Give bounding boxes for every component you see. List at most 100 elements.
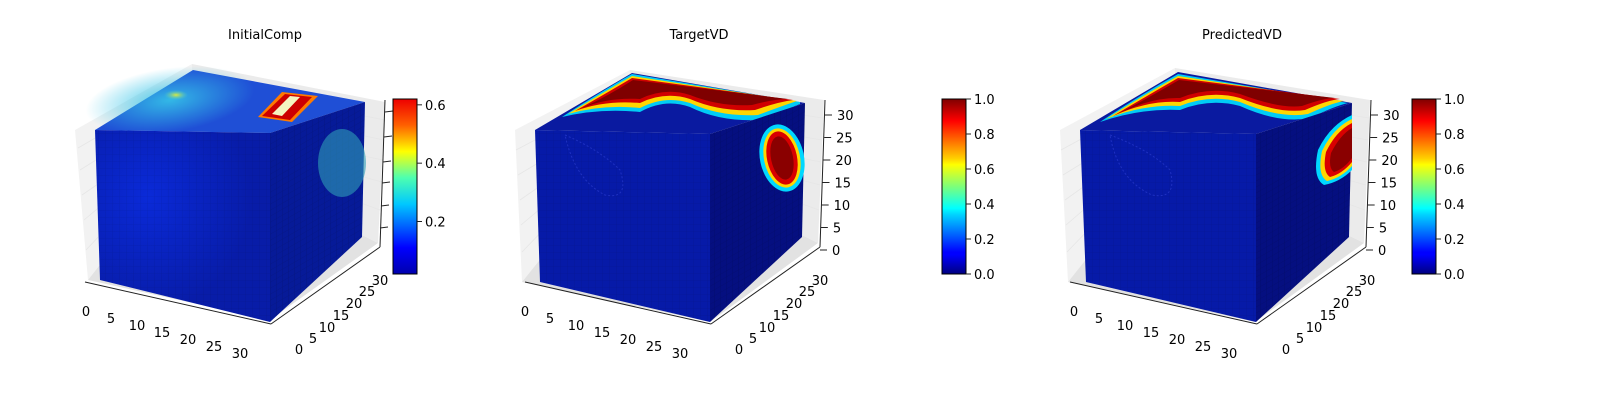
- y-tick-label: 5: [749, 332, 757, 347]
- x-tick-label: 25: [206, 340, 223, 355]
- z-tick-label: 5: [833, 222, 841, 237]
- x-tick-label: 15: [1143, 326, 1160, 341]
- front-ghost-contour: [564, 134, 624, 197]
- x-tick-label: 15: [594, 326, 611, 341]
- chart-title: InitialComp: [228, 28, 302, 43]
- chart-title: PredictedVD: [1202, 28, 1282, 43]
- cube-front-grid: [1080, 130, 1256, 322]
- x-axis-line: [1069, 281, 1258, 325]
- x-tick-label: 10: [1117, 319, 1134, 334]
- x-tick-label: 20: [180, 333, 197, 348]
- x-tick-label: 25: [646, 340, 663, 355]
- side-core: [770, 136, 794, 180]
- y-tick-label: 30: [1359, 274, 1376, 289]
- x-tick-label: 5: [546, 312, 554, 327]
- colorbar: 0.2 0.4 0.6: [392, 98, 446, 275]
- x-tick-label: 10: [568, 319, 585, 334]
- voxel-cube: [1080, 72, 1352, 322]
- x-tick-label: 0: [521, 305, 529, 320]
- colorbar-tick-label: 0.8: [1444, 128, 1465, 143]
- colorbar-tick-label: 0.0: [974, 268, 995, 283]
- x-tick-labels: 0 5 10 15 20 25 30: [1070, 305, 1237, 362]
- y-tick-label: 5: [1296, 332, 1304, 347]
- y-axis-line: [270, 246, 381, 325]
- z-axis-ticks: [379, 110, 394, 229]
- side-core: [1330, 128, 1352, 172]
- z-tick-label: 25: [836, 132, 853, 147]
- y-tick-labels: 0 5 10 15 20 25 30: [1282, 274, 1375, 358]
- z-tick-group: 0 5 10 15 20 25 30: [1366, 109, 1400, 259]
- x-tick-label: 0: [1070, 305, 1078, 320]
- y-tick-label: 5: [309, 332, 317, 347]
- chart-title: TargetVD: [668, 28, 728, 43]
- y-axis-line: [710, 246, 821, 325]
- y-tick-label: 15: [333, 309, 350, 324]
- voxel-cube: [85, 66, 366, 322]
- z-tick-label: 10: [1380, 199, 1397, 214]
- panel-predictedvd: PredictedVD 0 5 10: [1060, 28, 1465, 362]
- top-core: [582, 80, 788, 108]
- colorbar-gradient: [393, 99, 417, 274]
- x-tick-label: 0: [82, 305, 90, 320]
- z-tick-label: 30: [1383, 109, 1400, 124]
- colorbar-tick-label: 0.4: [974, 198, 995, 213]
- z-tick-label: 15: [1381, 177, 1398, 192]
- colorbar-tick-label: 0.4: [425, 157, 446, 172]
- colorbar-frame: [941, 98, 967, 275]
- colorbar-tick-label: 0.6: [974, 163, 995, 178]
- z-tick-label: 5: [1379, 222, 1387, 237]
- y-tick-label: 10: [1306, 321, 1323, 336]
- top-hotspot: [85, 66, 255, 134]
- x-axis-line: [84, 281, 272, 325]
- colorbar-tick-label: 0.6: [1444, 163, 1465, 178]
- y-tick-label: 25: [799, 285, 816, 300]
- colorbar-tick-label: 1.0: [974, 93, 995, 108]
- colorbar-frame: [392, 98, 418, 275]
- y-tick-label: 25: [359, 285, 376, 300]
- y-tick-label: 0: [295, 343, 303, 358]
- panel-targetvd: TargetVD 0 5 10: [515, 28, 995, 362]
- x-tick-labels: 0 5 10 15 20 25 30: [521, 305, 688, 362]
- y-tick-label: 0: [1282, 343, 1290, 358]
- y-tick-label: 20: [346, 297, 363, 312]
- colorbar-tick-label: 0.2: [1444, 233, 1465, 248]
- side-hotspot: [318, 129, 366, 197]
- z-axis-line: [379, 99, 386, 248]
- x-axis-line: [524, 281, 712, 325]
- y-axis-line: [1256, 246, 1367, 325]
- y-tick-label: 15: [773, 309, 790, 324]
- z-tick-label: 25: [1382, 132, 1399, 147]
- y-tick-label: 30: [372, 274, 389, 289]
- x-tick-label: 20: [620, 333, 637, 348]
- colorbar: 0.0 0.2 0.4 0.6 0.8 1.0: [941, 93, 995, 283]
- colorbar: 0.0 0.2 0.4 0.6 0.8 1.0: [1411, 93, 1465, 283]
- z-tick-label: 0: [832, 244, 840, 259]
- colorbar-tick-label: 0.0: [1444, 268, 1465, 283]
- x-tick-label: 25: [1195, 340, 1212, 355]
- top-core: [1120, 80, 1335, 113]
- cube-front-grid: [95, 130, 270, 322]
- z-axis-line: [1365, 99, 1372, 248]
- x-tick-label: 5: [107, 312, 115, 327]
- y-tick-label: 10: [319, 321, 336, 336]
- colorbar-tick-label: 0.4: [1444, 198, 1465, 213]
- y-tick-label: 30: [812, 274, 829, 289]
- colorbar-tick-label: 0.2: [974, 233, 995, 248]
- top-hot-bar-center: [272, 96, 300, 116]
- y-tick-label: 10: [759, 321, 776, 336]
- z-tick-group: 0 5 10 15 20 25 30: [820, 109, 854, 259]
- x-tick-labels: 0 5 10 15 20 25 30: [82, 305, 248, 362]
- y-tick-labels: 0 5 10 15 20 25 30: [295, 274, 388, 358]
- y-tick-label: 20: [786, 297, 803, 312]
- y-tick-label: 15: [1320, 309, 1337, 324]
- x-tick-label: 5: [1095, 312, 1103, 327]
- colorbar-gradient: [1412, 99, 1436, 274]
- y-tick-labels: 0 5 10 15 20 25 30: [735, 274, 828, 358]
- panel-initialcomp: InitialComp: [75, 28, 446, 362]
- z-axis-line: [819, 99, 826, 248]
- x-tick-label: 30: [232, 347, 249, 362]
- z-tick-label: 0: [1378, 244, 1386, 259]
- voxel-cube: [535, 73, 805, 322]
- y-tick-label: 25: [1346, 285, 1363, 300]
